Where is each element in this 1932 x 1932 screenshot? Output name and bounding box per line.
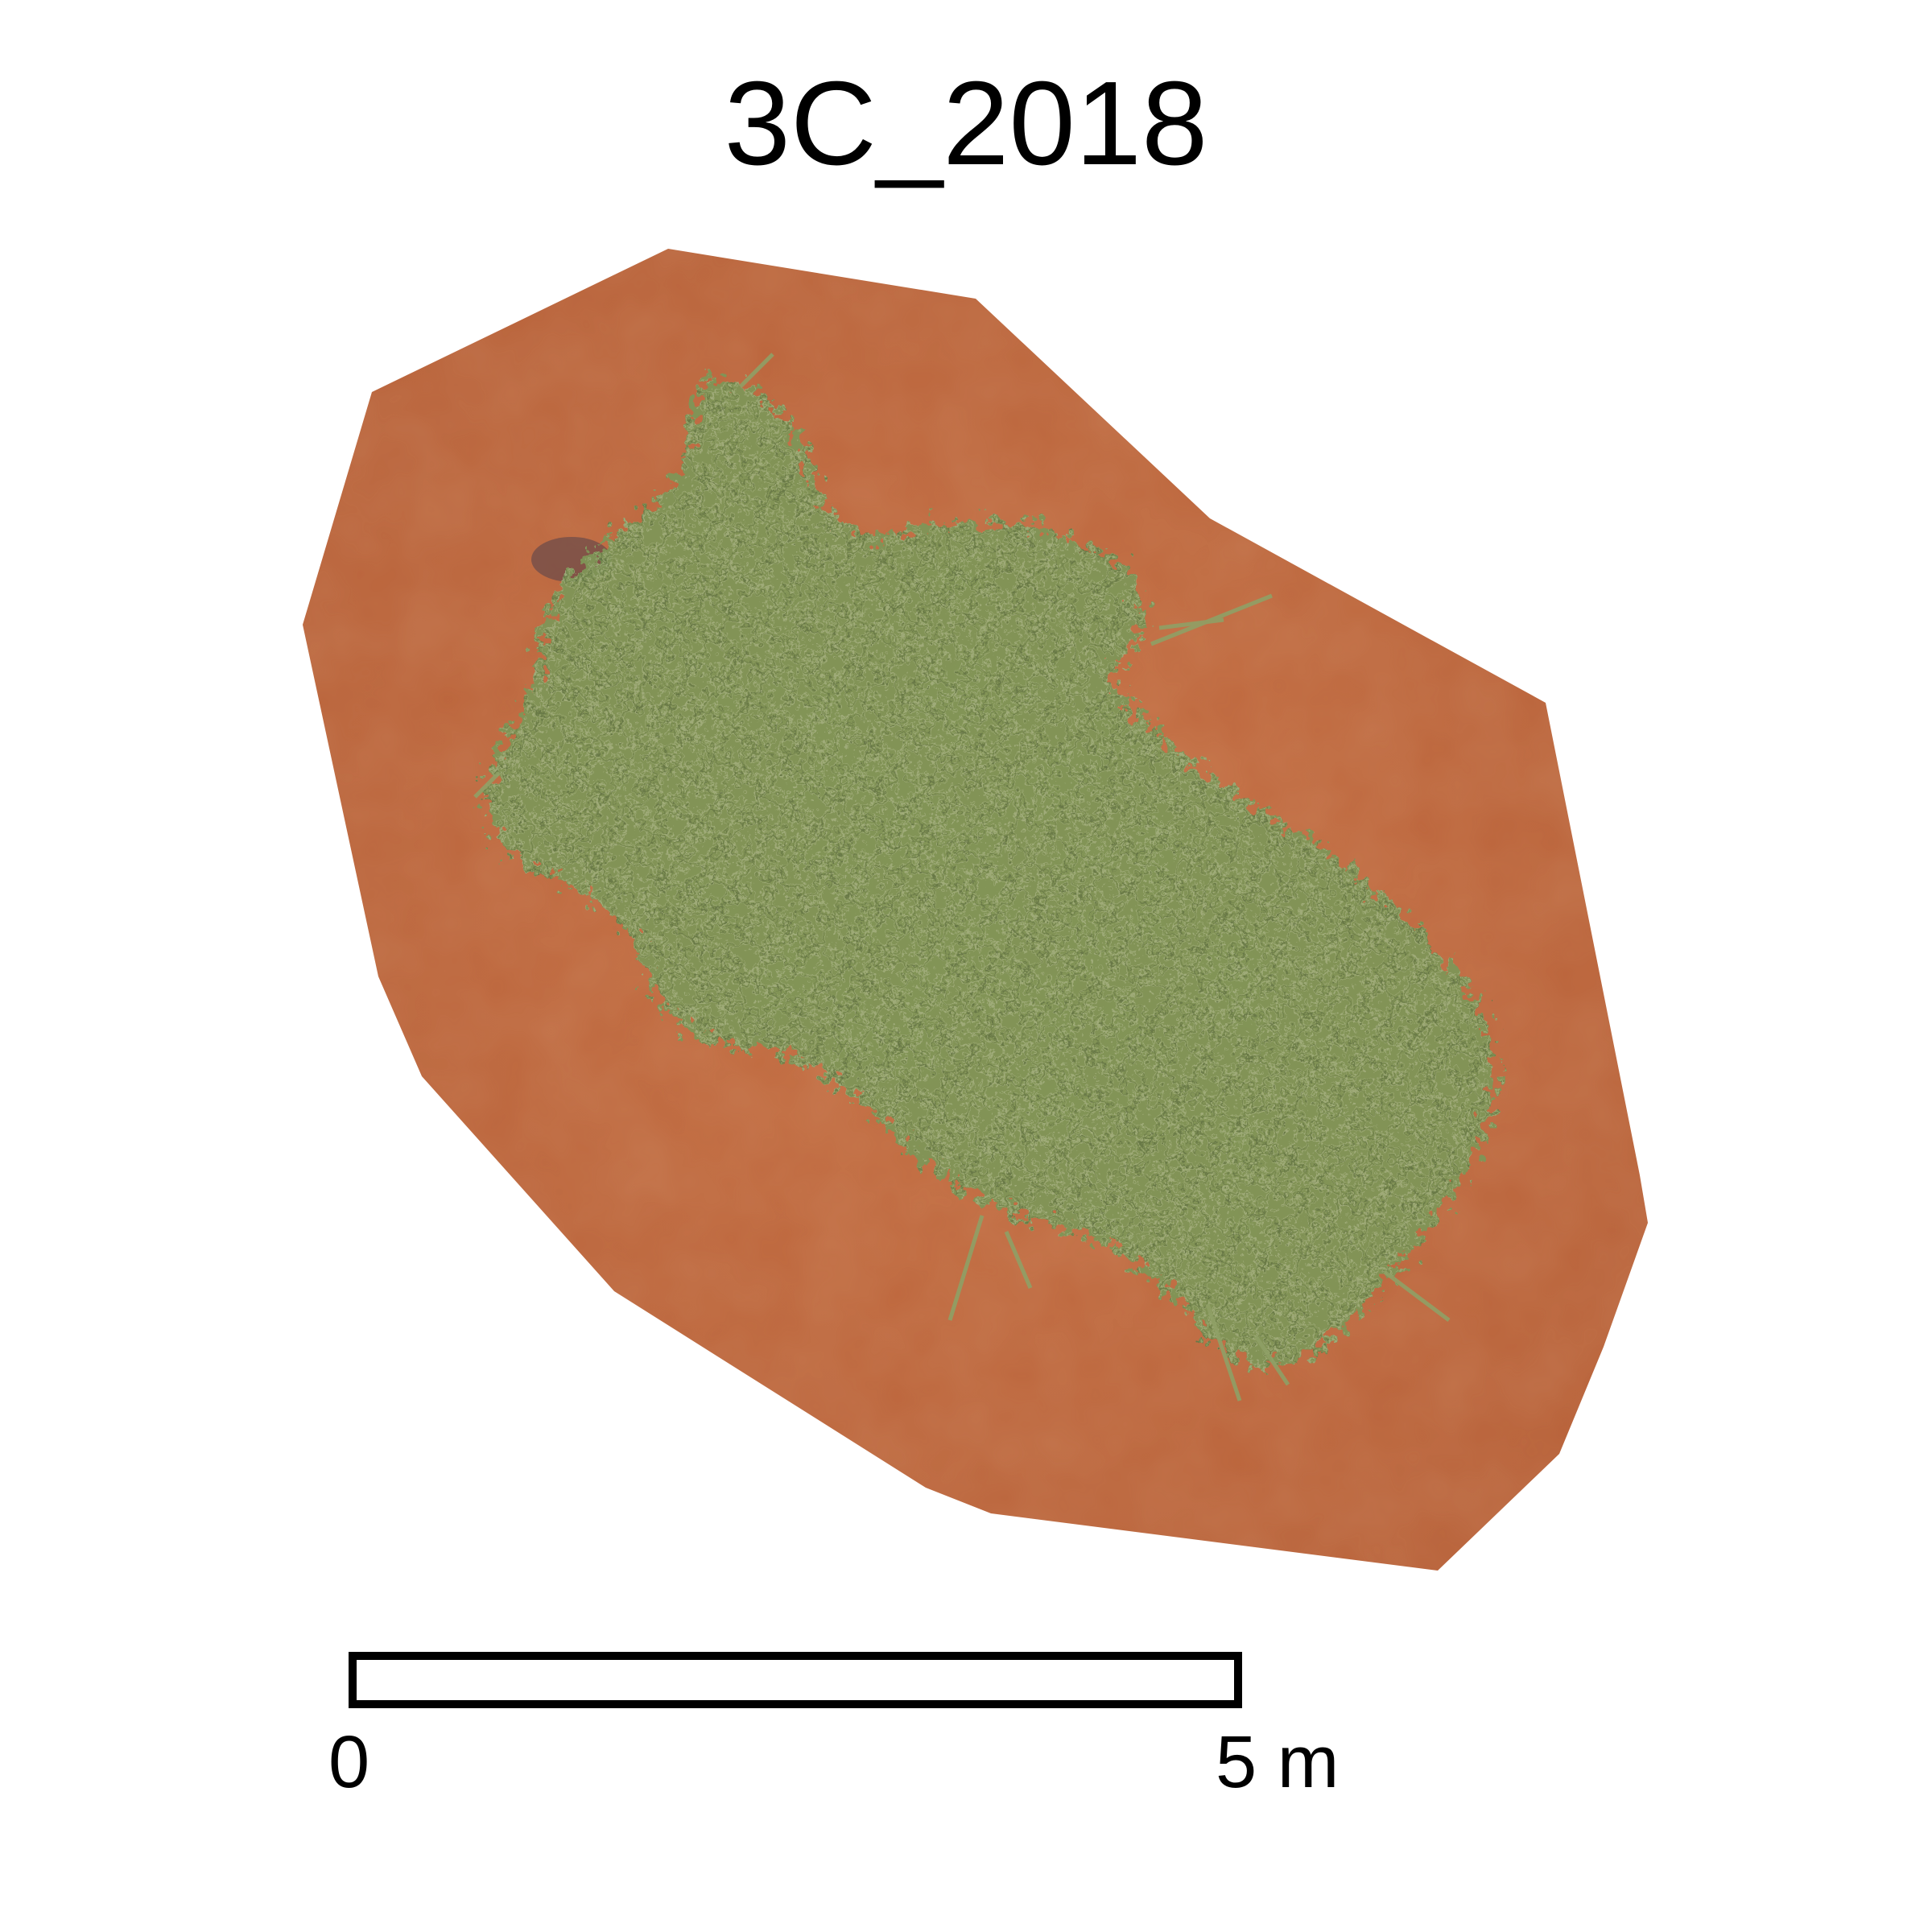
scale-bar-end-label: 5 m: [1216, 1721, 1340, 1803]
shrub-sprigs: [473, 353, 1451, 1402]
scale-bar-start-label: 0: [328, 1721, 370, 1803]
shrub-vegetation: [485, 378, 1496, 1366]
scale-bar: [349, 1652, 1242, 1708]
map-title: 3C_2018: [724, 57, 1208, 190]
